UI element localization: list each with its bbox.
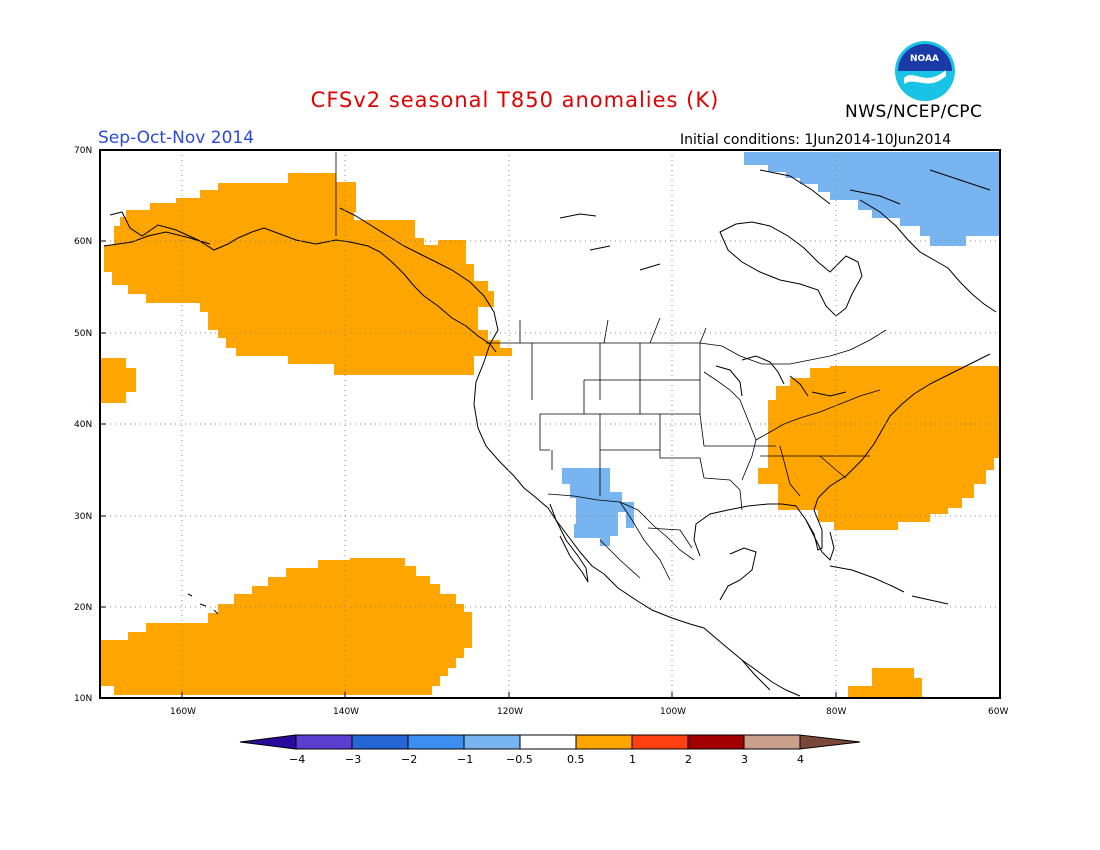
colorbar-swatch-m4-m3 <box>295 734 353 750</box>
mexico-state-lines <box>599 501 693 581</box>
colorbar-label: −3 <box>345 753 361 766</box>
colorbar-label: 0.5 <box>567 753 585 766</box>
colorbar-swatch-m1-m05 <box>463 734 521 750</box>
warm-anomaly-eastern-us <box>758 366 1000 530</box>
yucatan <box>719 547 757 601</box>
colorbar-label: −4 <box>289 753 305 766</box>
colorbar-label: 4 <box>797 753 804 766</box>
us-west-coast <box>473 343 605 575</box>
season-label: Sep-Oct-Nov 2014 <box>98 128 255 148</box>
colorbar-label: 1 <box>629 753 636 766</box>
colorbar-label: −0.5 <box>506 753 533 766</box>
colorbar-swatch-m2-m1 <box>407 734 465 750</box>
lat-label: 20N <box>74 603 92 613</box>
colorbar-label: −2 <box>401 753 417 766</box>
initial-conditions-label: Initial conditions: 1Jun2014-10Jun2014 <box>680 132 952 148</box>
warm-anomaly-pacific-west <box>100 358 136 403</box>
lon-label: 140W <box>333 707 359 717</box>
noaa-logo-bird <box>904 70 946 84</box>
canada-province-lines <box>519 317 707 344</box>
colorbar-swatch-3-4 <box>743 734 801 750</box>
hudson-bay <box>719 221 863 317</box>
lon-label: 80W <box>826 707 846 717</box>
central-america <box>741 659 801 697</box>
colorbar-left-arrow <box>239 734 297 750</box>
lat-label: 40N <box>74 420 92 430</box>
lat-label: 70N <box>74 146 92 156</box>
lon-label: 100W <box>660 707 686 717</box>
aleutians <box>103 231 211 247</box>
labrador-coast <box>859 199 997 313</box>
arctic-islands <box>559 169 991 271</box>
map-title: CFSv2 seasonal T850 anomalies (K) <box>310 88 720 112</box>
cuba <box>829 565 949 605</box>
noaa-logo-top <box>898 44 952 71</box>
lon-label: 60W <box>988 707 1008 717</box>
colorbar-swatch-05-1 <box>575 734 633 750</box>
baja-california <box>549 503 589 583</box>
lat-label: 10N <box>74 694 92 704</box>
axis-ticks <box>100 149 837 698</box>
agency-label: NWS/NCEP/CPC <box>845 102 983 122</box>
florida <box>805 519 835 561</box>
colorbar-swatch-neutral <box>519 734 577 750</box>
longitude-labels: 160W 140W 120W 100W 80W 60W <box>170 707 1008 717</box>
us-mexico-border <box>547 493 695 561</box>
hawaii <box>187 593 219 615</box>
warm-anomaly-caribbean <box>848 668 922 697</box>
colorbar-label: 3 <box>741 753 748 766</box>
us-canada-border <box>486 329 887 365</box>
coastlines <box>103 169 997 697</box>
colorbar-right-arrow <box>799 734 861 750</box>
colorbar-label: −1 <box>457 753 473 766</box>
us-state-lines <box>531 343 881 511</box>
political-borders <box>335 152 887 581</box>
lat-label: 60N <box>74 237 92 247</box>
alaska-coastline <box>109 211 497 353</box>
canada-coast <box>339 207 499 345</box>
colorbar: −4 −3 −2 −1 −0.5 0.5 1 2 3 4 <box>239 734 861 766</box>
cool-anomaly-northeast-canada <box>744 152 1000 246</box>
mexico-gulf-coast <box>603 573 773 683</box>
lat-label: 30N <box>74 512 92 522</box>
lon-label: 120W <box>497 707 523 717</box>
colorbar-swatch-2-3 <box>687 734 745 750</box>
colorbar-label: 2 <box>685 753 692 766</box>
noaa-logo-text: NOAA <box>910 54 939 64</box>
warm-anomaly-subtropical-pacific <box>100 558 472 695</box>
warm-anomaly-alaska <box>104 173 512 375</box>
latitude-labels: 70N 60N 50N 40N 30N 20N 10N <box>74 146 92 704</box>
great-lakes <box>715 355 847 397</box>
lat-label: 50N <box>74 329 92 339</box>
cool-anomaly-southwest <box>562 468 634 546</box>
graticule <box>100 150 1000 698</box>
colorbar-swatch-1-2 <box>631 734 689 750</box>
anomaly-shading <box>100 152 1000 697</box>
colorbar-swatch-m3-m2 <box>351 734 409 750</box>
lon-label: 160W <box>170 707 196 717</box>
noaa-logo <box>895 41 955 101</box>
